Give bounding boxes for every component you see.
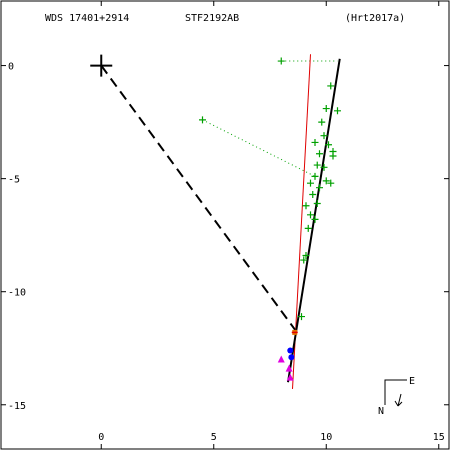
micrometer-point bbox=[277, 57, 285, 65]
line-of-nodes bbox=[100, 64, 298, 334]
compass: N E bbox=[378, 376, 415, 417]
micrometer-point bbox=[300, 256, 308, 264]
micrometer-point bbox=[325, 141, 332, 149]
micrometer-point bbox=[307, 179, 314, 187]
micrometer-point bbox=[311, 172, 319, 180]
compass-north-label: N bbox=[378, 406, 384, 417]
wds-id-label: WDS 17401+2914 bbox=[45, 13, 129, 24]
micrometer-point bbox=[311, 138, 319, 146]
micrometer-point bbox=[302, 252, 310, 260]
micrometer-point bbox=[313, 200, 321, 208]
measurement-points bbox=[90, 54, 341, 381]
speckle-point bbox=[287, 347, 294, 354]
discoverer-label: STF2192AB bbox=[185, 13, 239, 24]
micrometer-point bbox=[307, 211, 314, 219]
micrometer-point bbox=[320, 132, 328, 140]
interferometric-point bbox=[277, 355, 285, 363]
residual-line bbox=[202, 119, 316, 177]
micrometer-point bbox=[322, 105, 330, 113]
compass-arrow bbox=[384, 379, 407, 405]
x-tick-label: 5 bbox=[211, 432, 217, 443]
micrometer-point bbox=[316, 150, 323, 158]
y-tick-label: -15 bbox=[8, 401, 26, 412]
micrometer-point bbox=[313, 161, 321, 169]
motion-direction-arrow bbox=[394, 393, 403, 407]
micrometer-point bbox=[320, 163, 328, 171]
orbit-curve bbox=[287, 58, 341, 383]
micrometer-point bbox=[318, 118, 326, 126]
micrometer-point bbox=[322, 177, 330, 185]
y-tick-label: 0 bbox=[8, 62, 14, 73]
primary-star-marker bbox=[90, 54, 113, 77]
micrometer-point bbox=[334, 107, 341, 115]
orbit-lines bbox=[100, 54, 341, 389]
micrometer-point bbox=[309, 190, 317, 198]
interferometric-point bbox=[285, 364, 293, 372]
x-tick-label: 0 bbox=[98, 432, 104, 443]
compass-east-label: E bbox=[409, 376, 415, 387]
reference-label: (Hrt2017a) bbox=[345, 13, 405, 24]
micrometer-point bbox=[199, 116, 206, 124]
x-tick-label: 10 bbox=[320, 432, 332, 443]
micrometer-point bbox=[304, 224, 312, 232]
y-tick-label: -10 bbox=[8, 288, 26, 299]
speckle-point bbox=[288, 354, 295, 361]
micrometer-point bbox=[327, 82, 335, 90]
micrometer-point bbox=[311, 215, 319, 223]
x-tick-label: 15 bbox=[433, 432, 445, 443]
micrometer-point bbox=[298, 313, 305, 321]
y-tick-label: -5 bbox=[8, 175, 20, 186]
micrometer-point bbox=[327, 179, 335, 187]
interferometric-point bbox=[286, 373, 294, 381]
micrometer-point bbox=[302, 202, 310, 210]
micrometer-point bbox=[316, 184, 323, 192]
micrometer-point bbox=[329, 148, 337, 156]
